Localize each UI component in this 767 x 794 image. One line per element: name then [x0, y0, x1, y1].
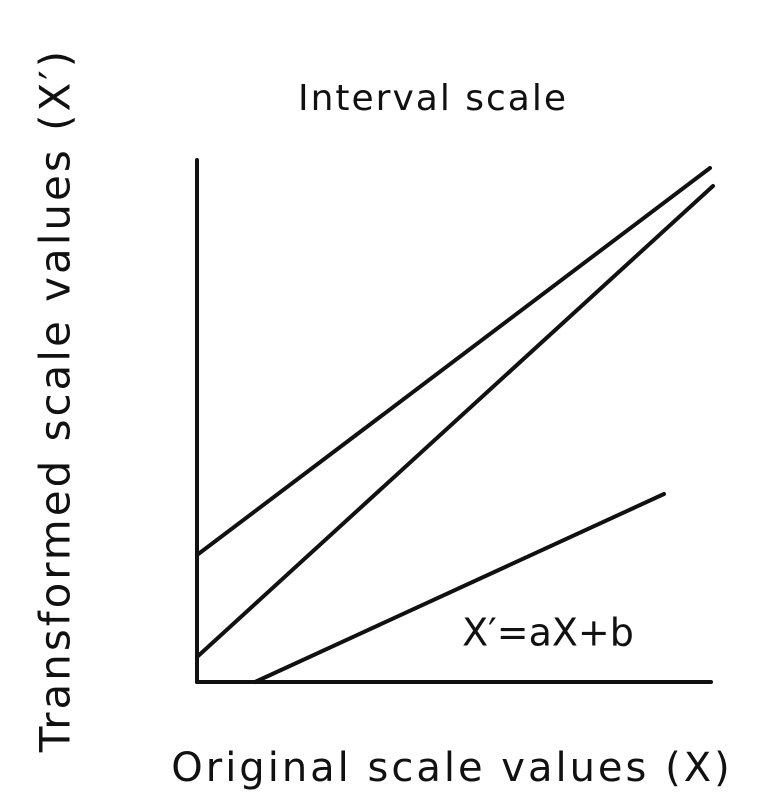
line-upper [195, 166, 712, 557]
y-axis-label: Transformed scale values (X′) [31, 48, 80, 753]
equation: X′=aX+b [462, 611, 634, 655]
title: Interval scale [298, 78, 568, 119]
line-middle [195, 184, 715, 659]
line-lower [253, 492, 666, 684]
x-axis-label: Original scale values (X) [171, 745, 732, 791]
